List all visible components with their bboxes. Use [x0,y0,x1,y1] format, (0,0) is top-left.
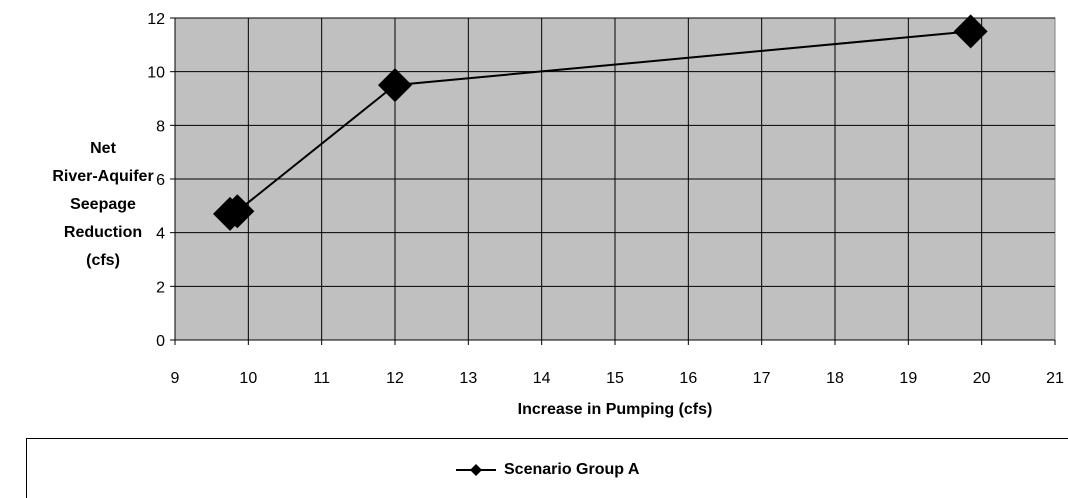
legend-entry: Scenario Group A [27,461,1068,479]
legend-label: Scenario Group A [504,461,640,478]
y-tick-label: 6 [156,172,165,189]
x-tick-label: 21 [1046,370,1064,387]
chart: 9 10 11 12 13 14 15 16 17 18 19 20 21 0 2 4 6 8 10 12 Incr… [52,11,1064,418]
x-tick-label: 10 [239,370,257,387]
series-layer [213,14,988,231]
x-tick-label: 9 [171,370,180,387]
y-axis-title-line: Reduction [64,224,142,241]
y-tick-labels: 0 2 4 6 8 10 12 [147,11,165,350]
x-tick-label: 18 [826,370,844,387]
axes [170,17,1056,345]
y-tick-label: 2 [156,279,165,296]
y-tick-label: 4 [156,226,165,243]
y-axis-title: Net River-Aquifer Seepage Reduction (cfs) [52,140,153,269]
x-tick-label: 16 [679,370,697,387]
x-tick-label: 11 [313,370,330,387]
x-tick-label: 19 [899,370,917,387]
x-tick-label: 14 [533,370,551,387]
legend-line-diamond-icon [455,464,496,476]
x-tick-labels: 9 10 11 12 13 14 15 16 17 18 19 20 21 [171,370,1064,387]
x-axis-title: Increase in Pumping (cfs) [518,401,713,418]
x-tick-label: 15 [606,370,624,387]
y-axis-title-line: River-Aquifer [52,168,153,185]
x-tick-label: 17 [753,370,771,387]
data-point-diamond [220,194,255,229]
data-point-diamond [953,14,988,49]
y-tick-label: 12 [147,11,165,28]
data-point-diamond [378,68,412,103]
x-tick-label: 13 [459,370,477,387]
x-tick-label: 20 [973,370,991,387]
y-axis-title-line: Seepage [70,196,136,213]
y-axis-title-line: Net [90,140,116,157]
grid-lines [175,17,1055,340]
y-tick-label: 10 [147,65,165,82]
y-tick-label: 0 [156,333,165,350]
x-tick-label: 12 [386,370,404,387]
y-tick-label: 8 [156,118,165,135]
legend: Scenario Group A [26,438,1068,498]
y-axis-title-line: (cfs) [86,252,120,269]
